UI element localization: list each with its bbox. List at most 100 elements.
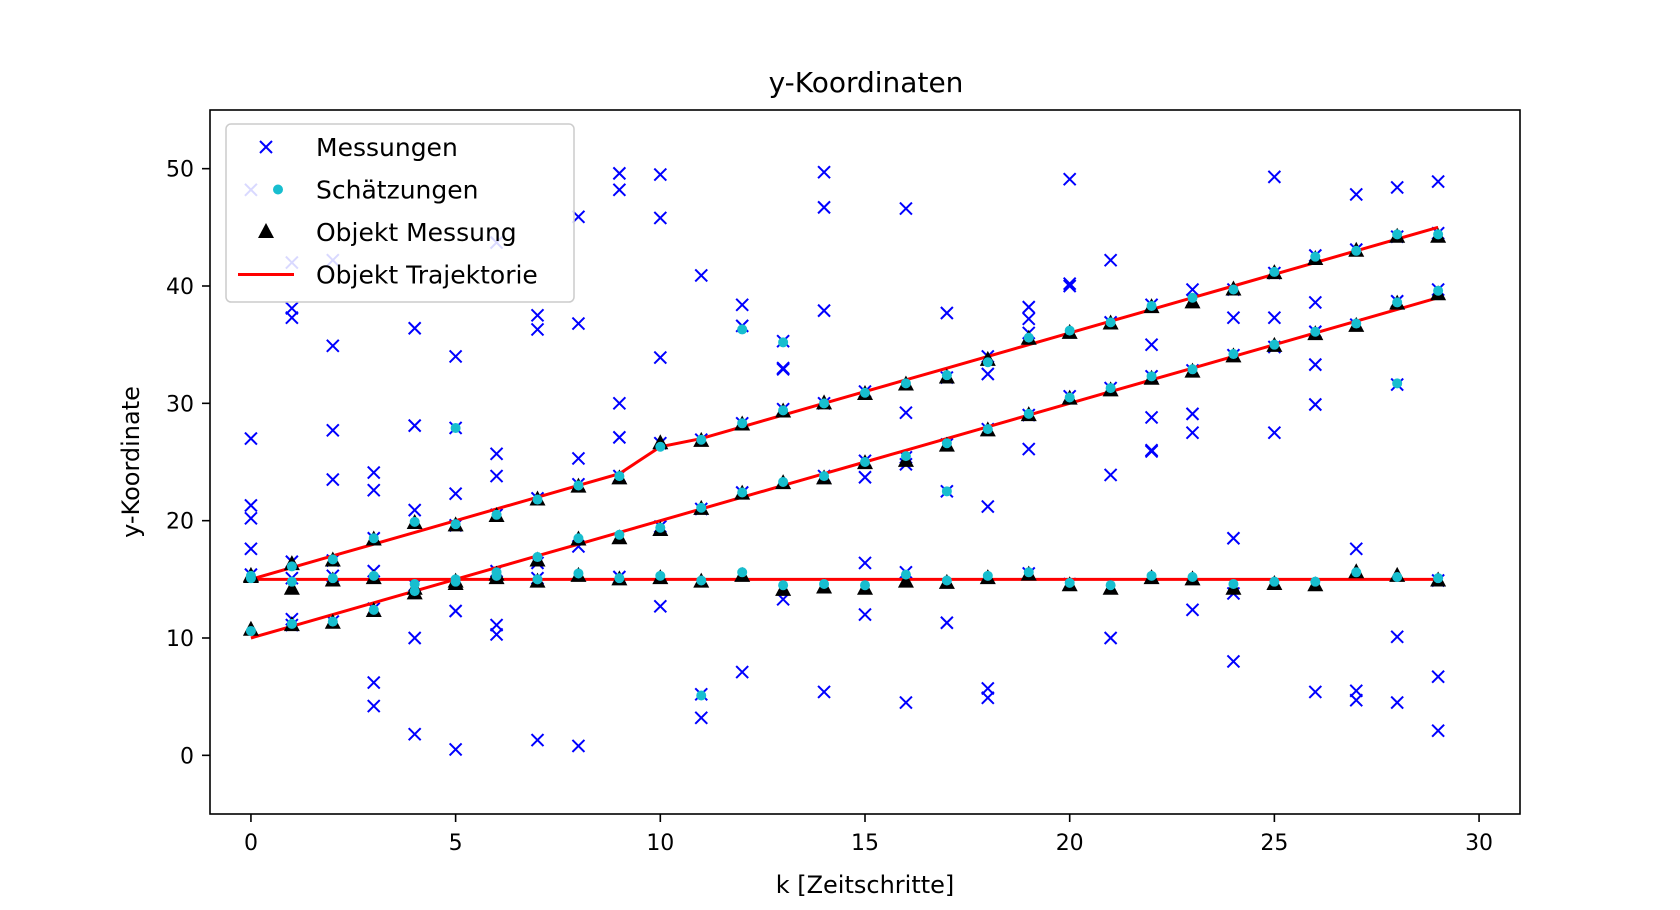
measurement-point: [1022, 312, 1036, 326]
measurement-point: [1185, 425, 1200, 440]
estimate-point: [368, 604, 379, 615]
measurement-point: [326, 339, 340, 353]
estimate-point: [286, 561, 297, 572]
estimate-point: [1064, 577, 1075, 588]
measurement-point: [858, 556, 872, 570]
estimate-point: [1433, 229, 1444, 240]
estimate-point: [327, 554, 338, 565]
y-tick-label: 50: [166, 158, 194, 183]
x-tick-label: 0: [244, 831, 258, 856]
estimate-point: [941, 575, 952, 586]
trajectory-series: [250, 225, 1439, 640]
measurement-point: [1390, 180, 1404, 195]
measurement-point: [735, 298, 749, 312]
x-axis-label: k [Zeitschritte]: [776, 871, 955, 899]
estimate-point: [860, 580, 870, 591]
measurement-point: [407, 631, 422, 645]
estimate-point: [450, 574, 461, 585]
measurement-point: [653, 599, 668, 614]
measurement-point: [1267, 170, 1282, 184]
measurement-point: [612, 166, 627, 181]
estimate-point: [982, 357, 993, 368]
measurement-point: [326, 423, 340, 438]
measurement-point: [1390, 630, 1404, 644]
x-tick-label: 30: [1465, 831, 1493, 856]
measurement-point: [407, 321, 422, 335]
measurement-point: [489, 469, 504, 483]
estimate-point: [1351, 318, 1362, 329]
estimate-point: [655, 522, 666, 533]
measurement-point: [285, 310, 299, 325]
measurement-point: [817, 165, 831, 179]
estimate-point: [778, 337, 789, 348]
measurement-point: [571, 316, 586, 331]
estimate-point: [409, 516, 420, 527]
y-tick-label: 10: [166, 627, 194, 652]
estimate-point: [778, 476, 789, 487]
measurement-point: [448, 486, 463, 501]
estimate-point: [573, 568, 584, 579]
estimate-point: [450, 519, 461, 530]
estimate-point: [900, 378, 911, 389]
estimate-point: [655, 441, 666, 452]
estimate-point: [1392, 229, 1403, 240]
estimate-point: [450, 422, 461, 433]
legend-box: [225, 123, 575, 303]
measurement-point: [1431, 670, 1445, 684]
measurement-point: [1390, 695, 1404, 710]
y-tick-label: 0: [180, 744, 194, 769]
measurement-point: [981, 691, 995, 705]
estimate-point: [1023, 332, 1034, 343]
measurement-point: [1308, 357, 1323, 372]
measurement-point: [899, 695, 913, 710]
y-tick-label: 30: [166, 392, 194, 417]
measurement-point: [407, 418, 422, 433]
measurement-point: [653, 350, 668, 365]
measurement-point: [694, 268, 708, 283]
measurement-point: [940, 306, 954, 320]
estimate-point: [1392, 571, 1403, 582]
measurement-point: [530, 733, 545, 747]
measurement-point: [1062, 172, 1077, 186]
measurement-point: [1144, 410, 1159, 425]
measurement-point: [899, 201, 913, 216]
estimate-point: [1310, 326, 1321, 337]
measurement-point: [407, 727, 422, 741]
estimate-point: [696, 502, 707, 513]
estimate-point: [900, 569, 911, 580]
estimate-point: [1269, 266, 1280, 277]
legend-label: Messungen: [316, 133, 458, 162]
legend-label: Objekt Trajektorie: [316, 261, 538, 290]
estimate-point: [409, 586, 420, 597]
estimate-point: [696, 575, 707, 586]
measurement-point: [1062, 276, 1077, 291]
estimate-point: [1146, 371, 1157, 382]
measurement-point: [940, 616, 954, 630]
measurement-point: [367, 699, 381, 713]
estimate-point: [1023, 408, 1034, 419]
measurement-point: [1103, 253, 1118, 267]
estimate-point: [245, 625, 256, 636]
measurement-point: [981, 499, 995, 514]
x-tick-label: 5: [449, 831, 463, 856]
measurement-point: [326, 472, 340, 487]
estimate-point: [327, 573, 338, 584]
measurement-point: [530, 322, 545, 337]
estimate-point: [860, 387, 870, 398]
estimate-point: [1269, 576, 1280, 587]
measurement-point: [448, 349, 463, 364]
estimate-point: [941, 370, 952, 381]
measurement-point: [612, 183, 627, 197]
measurement-point: [1185, 282, 1200, 297]
measurement-point: [1185, 407, 1200, 421]
trajectory-line: [250, 296, 1439, 640]
measurement-point: [817, 685, 831, 699]
estimate-point: [491, 567, 502, 578]
estimate-point: [409, 579, 420, 590]
estimate-point: [737, 567, 748, 578]
legend: Messungen Schätzungen Objekt Messung Objekt…: [225, 123, 575, 303]
estimate-point: [368, 533, 379, 544]
estimate-point: [1146, 570, 1157, 581]
measurement-point: [1349, 693, 1363, 707]
y-tick-label: 40: [166, 275, 194, 300]
